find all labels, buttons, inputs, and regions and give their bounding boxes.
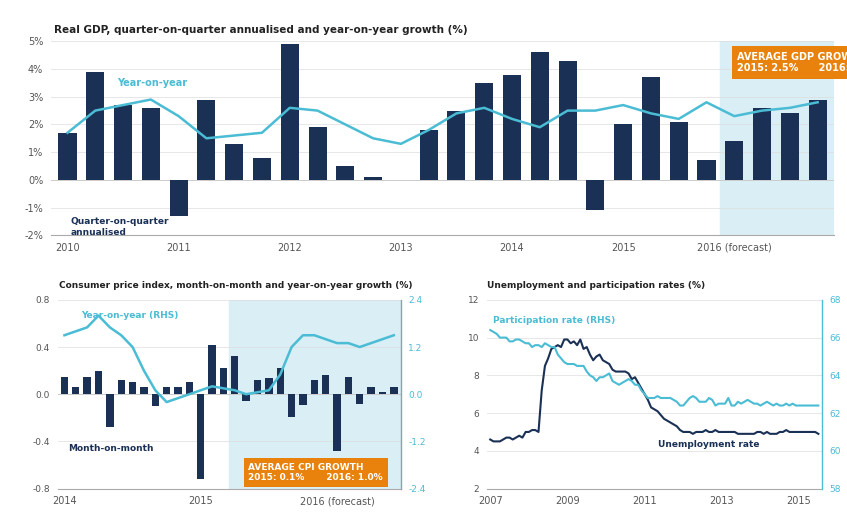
Bar	[265, 378, 273, 394]
Bar	[475, 83, 493, 180]
Bar	[809, 99, 827, 180]
Text: Unemployment and participation rates (%): Unemployment and participation rates (%)	[487, 281, 706, 291]
Bar	[106, 394, 113, 427]
Bar	[390, 387, 397, 394]
Bar	[531, 52, 549, 180]
Bar	[368, 387, 374, 394]
Bar	[141, 108, 160, 180]
Bar	[345, 376, 352, 394]
Bar	[642, 78, 660, 180]
Bar	[219, 368, 227, 394]
Text: Year-on-year (RHS): Year-on-year (RHS)	[81, 311, 179, 320]
Bar	[95, 371, 102, 394]
Bar	[447, 111, 466, 180]
Bar	[280, 44, 299, 180]
Bar	[197, 394, 204, 479]
Text: Inflation will rebound markedly in January 2016
due to a base effect: Inflation will rebound markedly in Janua…	[8, 255, 290, 278]
Bar	[697, 160, 716, 180]
Bar	[141, 387, 147, 394]
Bar	[229, 300, 401, 489]
Bar	[311, 380, 318, 394]
Bar	[197, 99, 215, 180]
Bar	[288, 394, 296, 417]
Bar	[84, 376, 91, 394]
Bar	[129, 383, 136, 394]
Text: AVERAGE GDP GROWTH
2015: 2.5%      2016: 2.8%: AVERAGE GDP GROWTH 2015: 2.5% 2016: 2.8%	[737, 52, 847, 73]
Text: Quarter-on-quarter
annualised: Quarter-on-quarter annualised	[70, 217, 169, 237]
Bar	[114, 105, 132, 180]
Bar	[58, 133, 76, 180]
Bar	[558, 60, 577, 180]
Bar	[503, 74, 521, 180]
Bar	[356, 394, 363, 404]
Bar	[419, 130, 438, 180]
Text: Real GDP, quarter-on-quarter annualised and year-on-year growth (%): Real GDP, quarter-on-quarter annualised …	[53, 25, 468, 35]
Bar	[336, 166, 354, 180]
Bar	[61, 376, 68, 394]
Bar	[225, 144, 243, 180]
Bar	[364, 177, 382, 180]
Bar	[721, 41, 837, 235]
Bar	[322, 375, 329, 394]
Bar	[231, 357, 239, 394]
Text: Consumer price index, month-on-month and year-on-year growth (%): Consumer price index, month-on-month and…	[58, 281, 412, 291]
Bar	[169, 180, 188, 216]
Text: AVERAGE CPI GROWTH
2015: 0.1%       2016: 1.0%: AVERAGE CPI GROWTH 2015: 0.1% 2016: 1.0%	[248, 463, 383, 482]
Bar	[86, 72, 104, 180]
Bar	[725, 141, 744, 180]
Bar	[586, 180, 605, 210]
Bar	[163, 387, 170, 394]
Bar	[208, 345, 216, 394]
Text: Year-on-year: Year-on-year	[118, 78, 188, 88]
Text: Unemployment rate: Unemployment rate	[657, 440, 759, 449]
Bar	[299, 394, 307, 405]
Bar	[253, 158, 271, 180]
Bar	[334, 394, 340, 451]
Bar	[614, 125, 632, 180]
Bar	[174, 387, 182, 394]
Bar	[379, 392, 386, 394]
Bar	[308, 127, 327, 180]
Bar	[72, 387, 80, 394]
Bar	[242, 394, 250, 401]
Text: Real GDP should grow by 2-3% in the second half of 2015 and in 2016: Real GDP should grow by 2-3% in the seco…	[7, 11, 530, 24]
Bar	[185, 383, 193, 394]
Text: Participation rate (RHS): Participation rate (RHS)	[494, 315, 616, 325]
Bar	[753, 108, 771, 180]
Bar	[254, 380, 261, 394]
Bar	[670, 121, 688, 180]
Bar	[152, 394, 159, 406]
Bar	[118, 380, 125, 394]
Text: The unemployment rate will get closer to its
longer-run trend, seen by the Fed a: The unemployment rate will get closer to…	[439, 255, 701, 278]
Bar	[781, 113, 799, 180]
Text: Month-on-month: Month-on-month	[68, 444, 153, 453]
Bar	[276, 368, 284, 394]
